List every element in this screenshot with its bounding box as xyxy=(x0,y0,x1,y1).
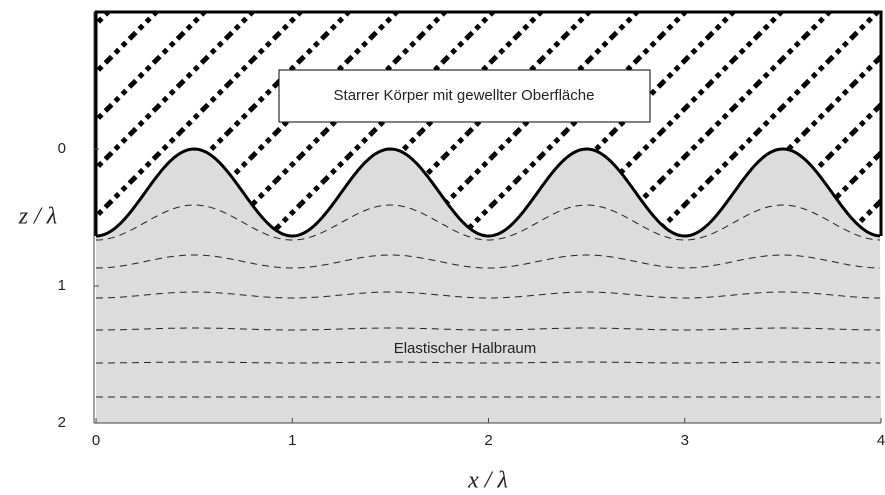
halfspace xyxy=(96,149,881,423)
displacement-line xyxy=(96,204,881,241)
displacement-line xyxy=(96,361,880,364)
surface xyxy=(95,147,881,238)
x-tick-label: 3 xyxy=(681,432,689,449)
x-tick-label: 4 xyxy=(877,432,885,449)
body-label: Starrer Körper mit gewellter Oberfläche xyxy=(334,87,595,104)
y-tick-label: 2 xyxy=(58,414,66,431)
rigid-outline xyxy=(94,10,883,236)
diagram-layer: 0 1 2 3 4 0 1 2 xyxy=(58,10,885,449)
displacement-line xyxy=(96,327,880,331)
y-tick-label: 0 xyxy=(58,140,66,157)
x-tick-label: 2 xyxy=(484,432,492,449)
y-tick-label: 1 xyxy=(58,277,66,294)
x-tick-label: 0 xyxy=(92,432,100,449)
displacement-line xyxy=(96,254,880,269)
label-box xyxy=(278,69,651,123)
halfspace-label: Elastischer Halbraum xyxy=(394,340,537,357)
x-axis-label: x / λ xyxy=(467,468,508,494)
rigid-body xyxy=(96,12,881,236)
x-tick-label: 1 xyxy=(288,432,296,449)
y-axis-label: z / λ xyxy=(18,204,57,230)
displacement-line xyxy=(96,291,880,299)
